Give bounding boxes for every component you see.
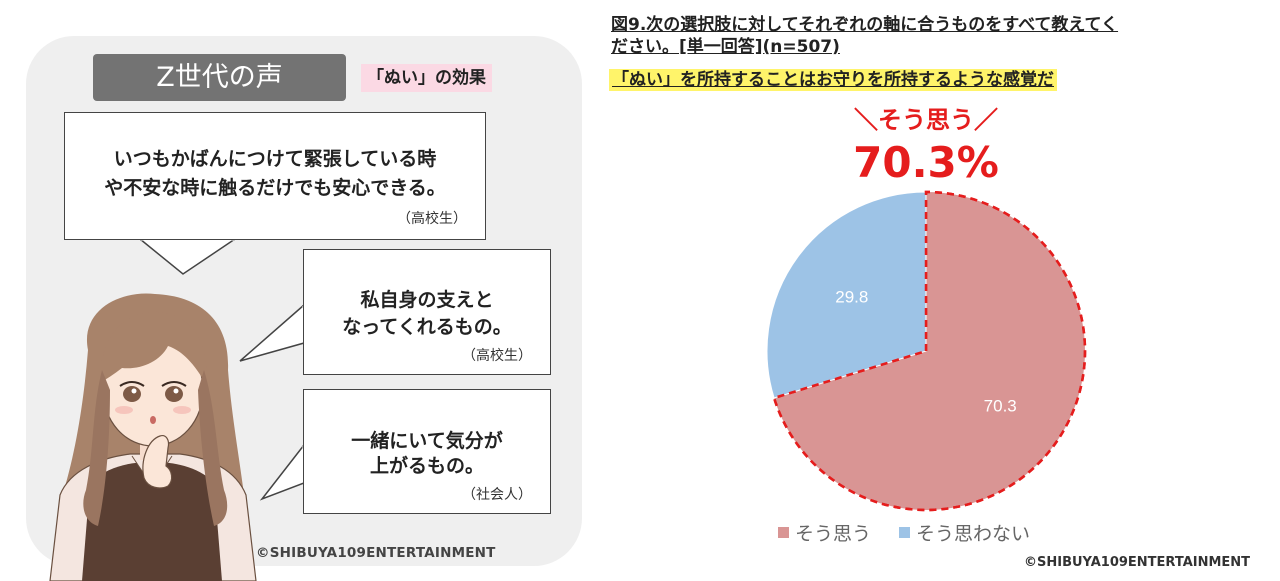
effect-tag: 「ぬい」の効果 — [361, 64, 492, 92]
quote-speaker: （高校生） — [462, 348, 532, 364]
legend-item: そう思わない — [899, 519, 1030, 546]
quote-bubble: 私自身の支えと なってくれるもの。 （高校生） — [303, 249, 551, 375]
legend-label: そう思う — [795, 523, 872, 545]
quote-line: や不安な時に触るだけでも安心できる。 — [104, 177, 446, 199]
pie-slice — [766, 191, 927, 399]
slice-data-label: 29.8 — [835, 287, 868, 306]
headline-value: 70.3% — [853, 138, 999, 187]
legend-swatch — [899, 527, 911, 538]
voices-badge: Z世代の声 — [93, 54, 346, 101]
copyright-left: ©SHIBUYA109ENTERTAINMENT — [256, 545, 496, 561]
quote-speaker: （社会人） — [462, 487, 532, 503]
legend-item: そう思う — [778, 519, 871, 546]
quote-bubble: いつもかばんにつけて緊張している時 や不安な時に触るだけでも安心できる。 （高校… — [64, 112, 486, 240]
figure-title-line: 図9.次の選択肢に対してそれぞれの軸に合うものをすべて教えてく — [611, 15, 1119, 35]
pie-chart: 70.3 29.8 — [766, 190, 1087, 512]
legend-swatch — [778, 527, 789, 538]
legend-label: そう思わない — [916, 523, 1031, 545]
quote-line: 一緒にいて気分が — [351, 430, 503, 452]
girl-illustration — [49, 293, 257, 581]
copyright-right: ©SHIBUYA109ENTERTAINMENT — [1024, 555, 1251, 570]
slice-data-label: 70.3 — [984, 397, 1017, 416]
figure-title-line: ださい。[単一回答](n=507) — [611, 37, 840, 57]
chart-legend: そう思う そう思わない — [778, 519, 1030, 546]
question-highlight: 「ぬい」を所持することはお守りを所持するような感覚だ — [609, 69, 1057, 91]
headline-label: ＼そう思う／ — [854, 106, 998, 134]
quote-speaker: （高校生） — [397, 211, 467, 227]
quote-line: 上がるもの。 — [369, 455, 484, 477]
highlight-outline — [772, 190, 1087, 512]
quote-line: なってくれるもの。 — [342, 316, 512, 338]
quote-line: いつもかばんにつけて緊張している時 — [113, 148, 437, 170]
quote-line: 私自身の支えと — [360, 289, 494, 311]
figure-title: 図9.次の選択肢に対してそれぞれの軸に合うものをすべて教えてく ださい。[単一回… — [611, 14, 1271, 58]
quote-bubble: 一緒にいて気分が 上がるもの。 （社会人） — [303, 389, 551, 514]
